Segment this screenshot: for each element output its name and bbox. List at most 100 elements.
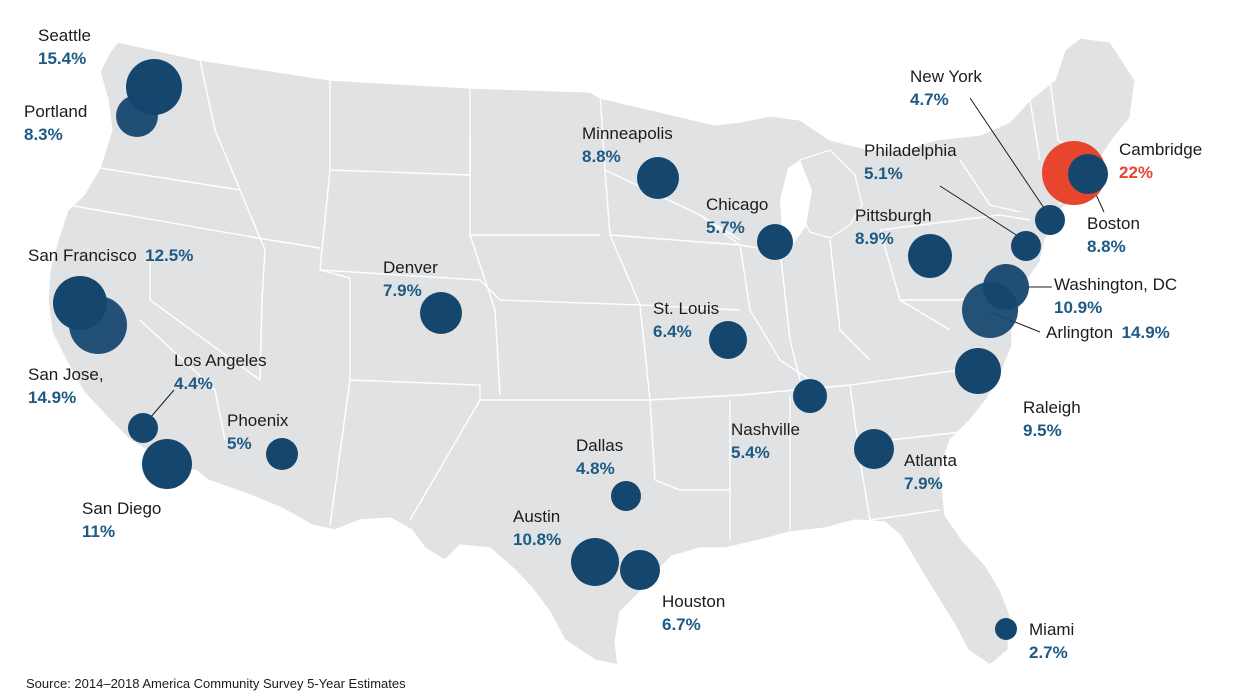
city-name: Washington, DC [1054, 275, 1178, 294]
bubble-minneapolis[interactable] [637, 157, 679, 199]
label-dallas: Dallas 4.8% [576, 437, 623, 477]
label-san-jose: San Jose, 14.9% [28, 366, 104, 406]
bubble-st-louis[interactable] [709, 321, 747, 359]
label-austin: Austin 10.8% [513, 508, 561, 548]
city-name: Boston [1087, 214, 1140, 233]
bubble-los-angeles[interactable] [128, 413, 158, 443]
city-name: Phoenix [227, 411, 289, 430]
label-chicago: Chicago 5.7% [706, 196, 768, 236]
city-value: 14.9% [28, 388, 77, 407]
city-name: Denver [383, 258, 438, 277]
city-name: Houston [662, 592, 726, 611]
label-pittsburgh: Pittsburgh 8.9% [855, 207, 932, 247]
city-value: 7.9% [904, 474, 943, 493]
bubble-austin[interactable] [571, 538, 619, 586]
label-san-diego: San Diego 11% [82, 500, 161, 540]
city-value: 5.4% [731, 443, 770, 462]
city-value: 5.1% [864, 164, 903, 183]
city-value: 5.7% [706, 218, 745, 237]
city-value: 5% [227, 434, 252, 453]
city-name: St. Louis [653, 299, 720, 318]
city-name: Chicago [706, 195, 769, 214]
label-san-francisco: San Francisco 12.5% [28, 247, 193, 265]
lake-michigan [780, 160, 812, 246]
bubble-san-jose[interactable] [69, 296, 127, 354]
city-value: 12.5% [145, 246, 194, 265]
city-value: 8.8% [582, 147, 621, 166]
city-name: Raleigh [1023, 398, 1081, 417]
city-name: Dallas [576, 436, 624, 455]
city-name: San Francisco [28, 246, 137, 265]
city-name: Atlanta [904, 451, 957, 470]
bubble-nashville[interactable] [793, 379, 827, 413]
city-name: Seattle [38, 26, 91, 45]
label-denver: Denver 7.9% [383, 259, 438, 299]
leader-philadelphia [939, 185, 1022, 239]
city-name: Los Angeles [174, 351, 267, 370]
source-note: Source: 2014–2018 America Community Surv… [26, 676, 406, 691]
city-value: 6.4% [653, 322, 692, 341]
city-name: Miami [1029, 620, 1075, 639]
label-new-york: New York 4.7% [910, 68, 982, 108]
city-value: 8.9% [855, 229, 894, 248]
city-value: 14.9% [1121, 323, 1170, 342]
bubble-san-diego[interactable] [142, 439, 192, 489]
city-value: 8.8% [1087, 237, 1126, 256]
bubble-arlington[interactable] [962, 282, 1018, 338]
label-arlington: Arlington 14.9% [1046, 324, 1170, 342]
label-raleigh: Raleigh 9.5% [1023, 399, 1081, 439]
city-name: Arlington [1046, 323, 1114, 342]
city-value: 11% [82, 522, 116, 541]
city-name: New York [910, 67, 982, 86]
bubble-pittsburgh[interactable] [908, 234, 952, 278]
city-value: 4.7% [910, 90, 949, 109]
city-name: Portland [24, 102, 88, 121]
label-minneapolis: Minneapolis 8.8% [582, 125, 673, 165]
label-st-louis: St. Louis 6.4% [653, 300, 719, 340]
city-value: 10.9% [1054, 298, 1103, 317]
city-name: Pittsburgh [855, 206, 932, 225]
bubble-philadelphia[interactable] [1011, 231, 1041, 261]
label-boston: Boston 8.8% [1087, 215, 1140, 255]
city-name: San Diego [82, 499, 162, 518]
label-atlanta: Atlanta 7.9% [904, 452, 957, 492]
bubble-phoenix[interactable] [266, 438, 298, 470]
city-value: 6.7% [662, 615, 701, 634]
city-name: Philadelphia [864, 141, 957, 160]
city-name: Nashville [731, 420, 800, 439]
city-value: 15.4% [38, 49, 87, 68]
bubble-miami[interactable] [995, 618, 1017, 640]
bubble-houston[interactable] [620, 550, 660, 590]
label-cambridge: Cambridge 22% [1119, 141, 1202, 181]
city-value: 8.3% [24, 125, 63, 144]
city-value: 4.8% [576, 459, 615, 478]
label-houston: Houston 6.7% [662, 593, 725, 633]
bubble-boston[interactable] [1068, 154, 1108, 194]
city-name: San Jose, [28, 365, 104, 384]
bubble-denver[interactable] [420, 292, 462, 334]
label-miami: Miami 2.7% [1029, 621, 1074, 661]
city-name: Austin [513, 507, 561, 526]
label-portland: Portland 8.3% [24, 103, 87, 143]
city-bubbles [53, 59, 1108, 640]
label-los-angeles: Los Angeles 4.4% [174, 352, 267, 392]
bubble-dallas[interactable] [611, 481, 641, 511]
label-phoenix: Phoenix 5% [227, 412, 288, 452]
bubble-raleigh[interactable] [955, 348, 1001, 394]
leader-los-angeles [149, 389, 175, 419]
label-philadelphia: Philadelphia 5.1% [864, 142, 957, 182]
bubble-chicago[interactable] [757, 224, 793, 260]
city-value: 10.8% [513, 530, 562, 549]
label-seattle: Seattle 15.4% [38, 27, 91, 67]
city-name: Cambridge [1119, 140, 1203, 159]
bubble-new-york[interactable] [1035, 205, 1065, 235]
city-value: 7.9% [383, 281, 422, 300]
city-value: 9.5% [1023, 421, 1062, 440]
bubble-portland[interactable] [116, 95, 158, 137]
bubble-atlanta[interactable] [854, 429, 894, 469]
leader-new-york [969, 97, 1045, 209]
city-value: 22% [1119, 163, 1154, 182]
city-name: Minneapolis [582, 124, 673, 143]
